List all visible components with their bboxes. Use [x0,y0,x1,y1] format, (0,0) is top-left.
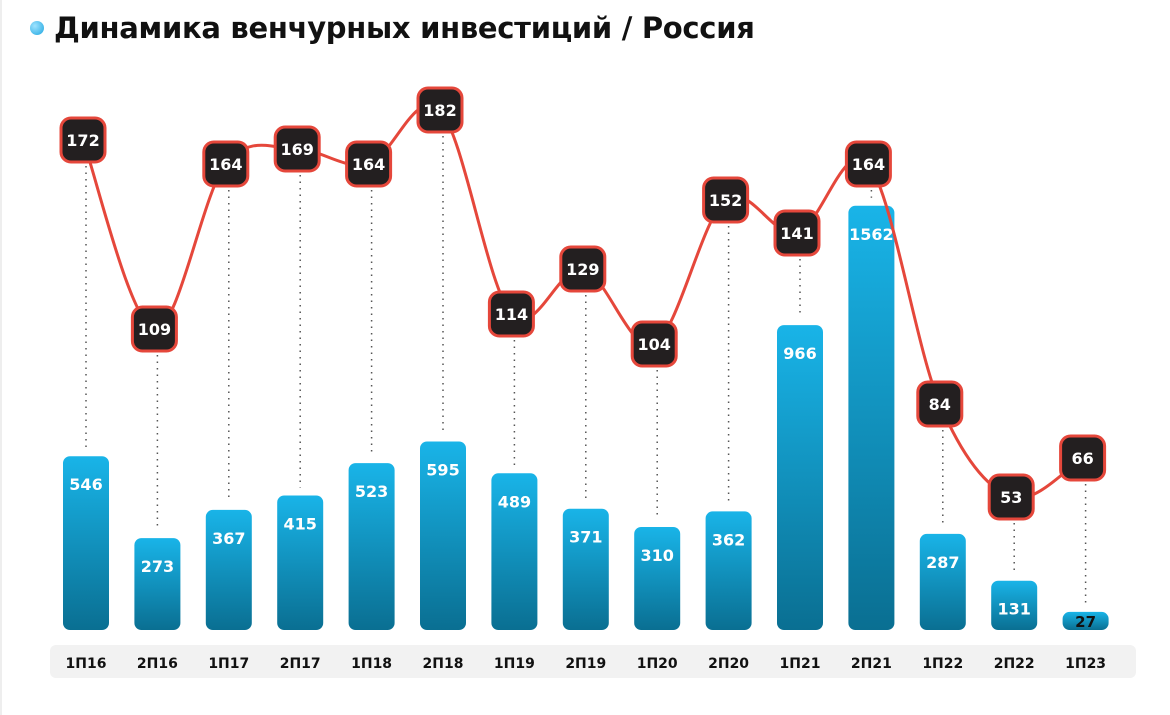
line-value-label: 104 [637,335,670,354]
x-tick-label: 1П21 [780,656,821,672]
x-tick-label: 2П19 [565,656,606,672]
line-value-label: 164 [352,155,385,174]
bar-1П18 [348,463,395,630]
x-tick-label: 2П16 [137,656,178,672]
x-tick-label: 2П18 [423,656,464,672]
bar-value-label: 595 [426,461,459,480]
line-value-label: 129 [566,260,599,279]
bar-value-label: 371 [569,528,602,547]
x-tick-label: 2П22 [994,656,1035,672]
bar-2П17 [277,495,324,630]
bullet-dot-icon [30,21,44,35]
bar-2П21 [848,205,895,631]
line-point-marker [130,305,178,353]
bar-value-label: 546 [69,475,102,494]
line-value-label: 114 [495,305,528,324]
bar-2П18 [420,441,466,630]
line-point-marker [416,86,464,134]
line-value-label: 84 [929,395,951,414]
bar-2П20 [705,511,752,630]
bar-value-label: 523 [355,482,388,501]
x-tick-label: 1П23 [1065,656,1106,672]
line-value-label: 182 [423,101,456,120]
x-tick-label: 1П20 [637,656,678,672]
bar-1П22 [919,533,966,630]
line-value-label: 109 [138,320,171,339]
line-point-marker [916,380,964,428]
x-tick-label: 1П16 [66,656,107,672]
bar-value-label: 367 [212,529,245,548]
bar-value-label: 131 [997,600,1030,619]
line-value-label: 152 [709,191,742,210]
line-value-label: 53 [1000,488,1022,507]
bar-2П16 [134,538,181,630]
x-axis-band [50,645,1136,678]
bar-2П19 [562,508,609,630]
line-point-marker [202,140,250,188]
bar-value-label: 489 [498,492,531,511]
bar-1П21 [777,325,823,630]
line-point-marker [773,209,821,257]
bar-value-label: 287 [926,553,959,572]
bar-value-label: 362 [712,530,745,549]
bar-2П22 [991,580,1038,630]
bar-1П17 [205,509,252,630]
line-point-marker [487,290,535,338]
line-point-marker [630,320,678,368]
bar-value-label: 310 [640,546,673,565]
chart-title: Динамика венчурных инвестиций / Россия [30,8,755,48]
line-point-marker [345,140,393,188]
bar-value-label: 966 [783,344,816,363]
line-point-marker [1059,434,1107,482]
bar-value-label: 1562 [849,225,894,244]
line-point-marker [987,473,1035,521]
line-value-label: 66 [1071,449,1093,468]
x-tick-label: 1П17 [208,656,249,672]
line-point-marker [559,245,607,293]
bar-1П19 [491,473,538,630]
bar-value-label: 273 [141,557,174,576]
bar-1П16 [63,456,109,630]
line-value-label: 172 [66,131,99,150]
line-point-marker [702,176,750,224]
line-value-label: 164 [852,155,885,174]
bar-1П23 [1062,611,1109,630]
bar-value-label: 27 [1075,613,1096,631]
x-tick-label: 2П17 [280,656,321,672]
x-tick-label: 1П19 [494,656,535,672]
line-point-marker [59,116,107,164]
line-point-marker [273,125,321,173]
x-tick-label: 1П22 [922,656,963,672]
x-tick-label: 2П20 [708,656,749,672]
line-point-marker [844,140,892,188]
line-value-label: 164 [209,155,242,174]
line-value-label: 169 [280,140,313,159]
bar-1П20 [634,527,681,630]
bar-value-label: 415 [283,515,316,534]
x-tick-label: 1П18 [351,656,392,672]
x-tick-label: 2П21 [851,656,892,672]
line-value-label: 141 [780,224,813,243]
chart-title-text: Динамика венчурных инвестиций / Россия [54,11,755,45]
